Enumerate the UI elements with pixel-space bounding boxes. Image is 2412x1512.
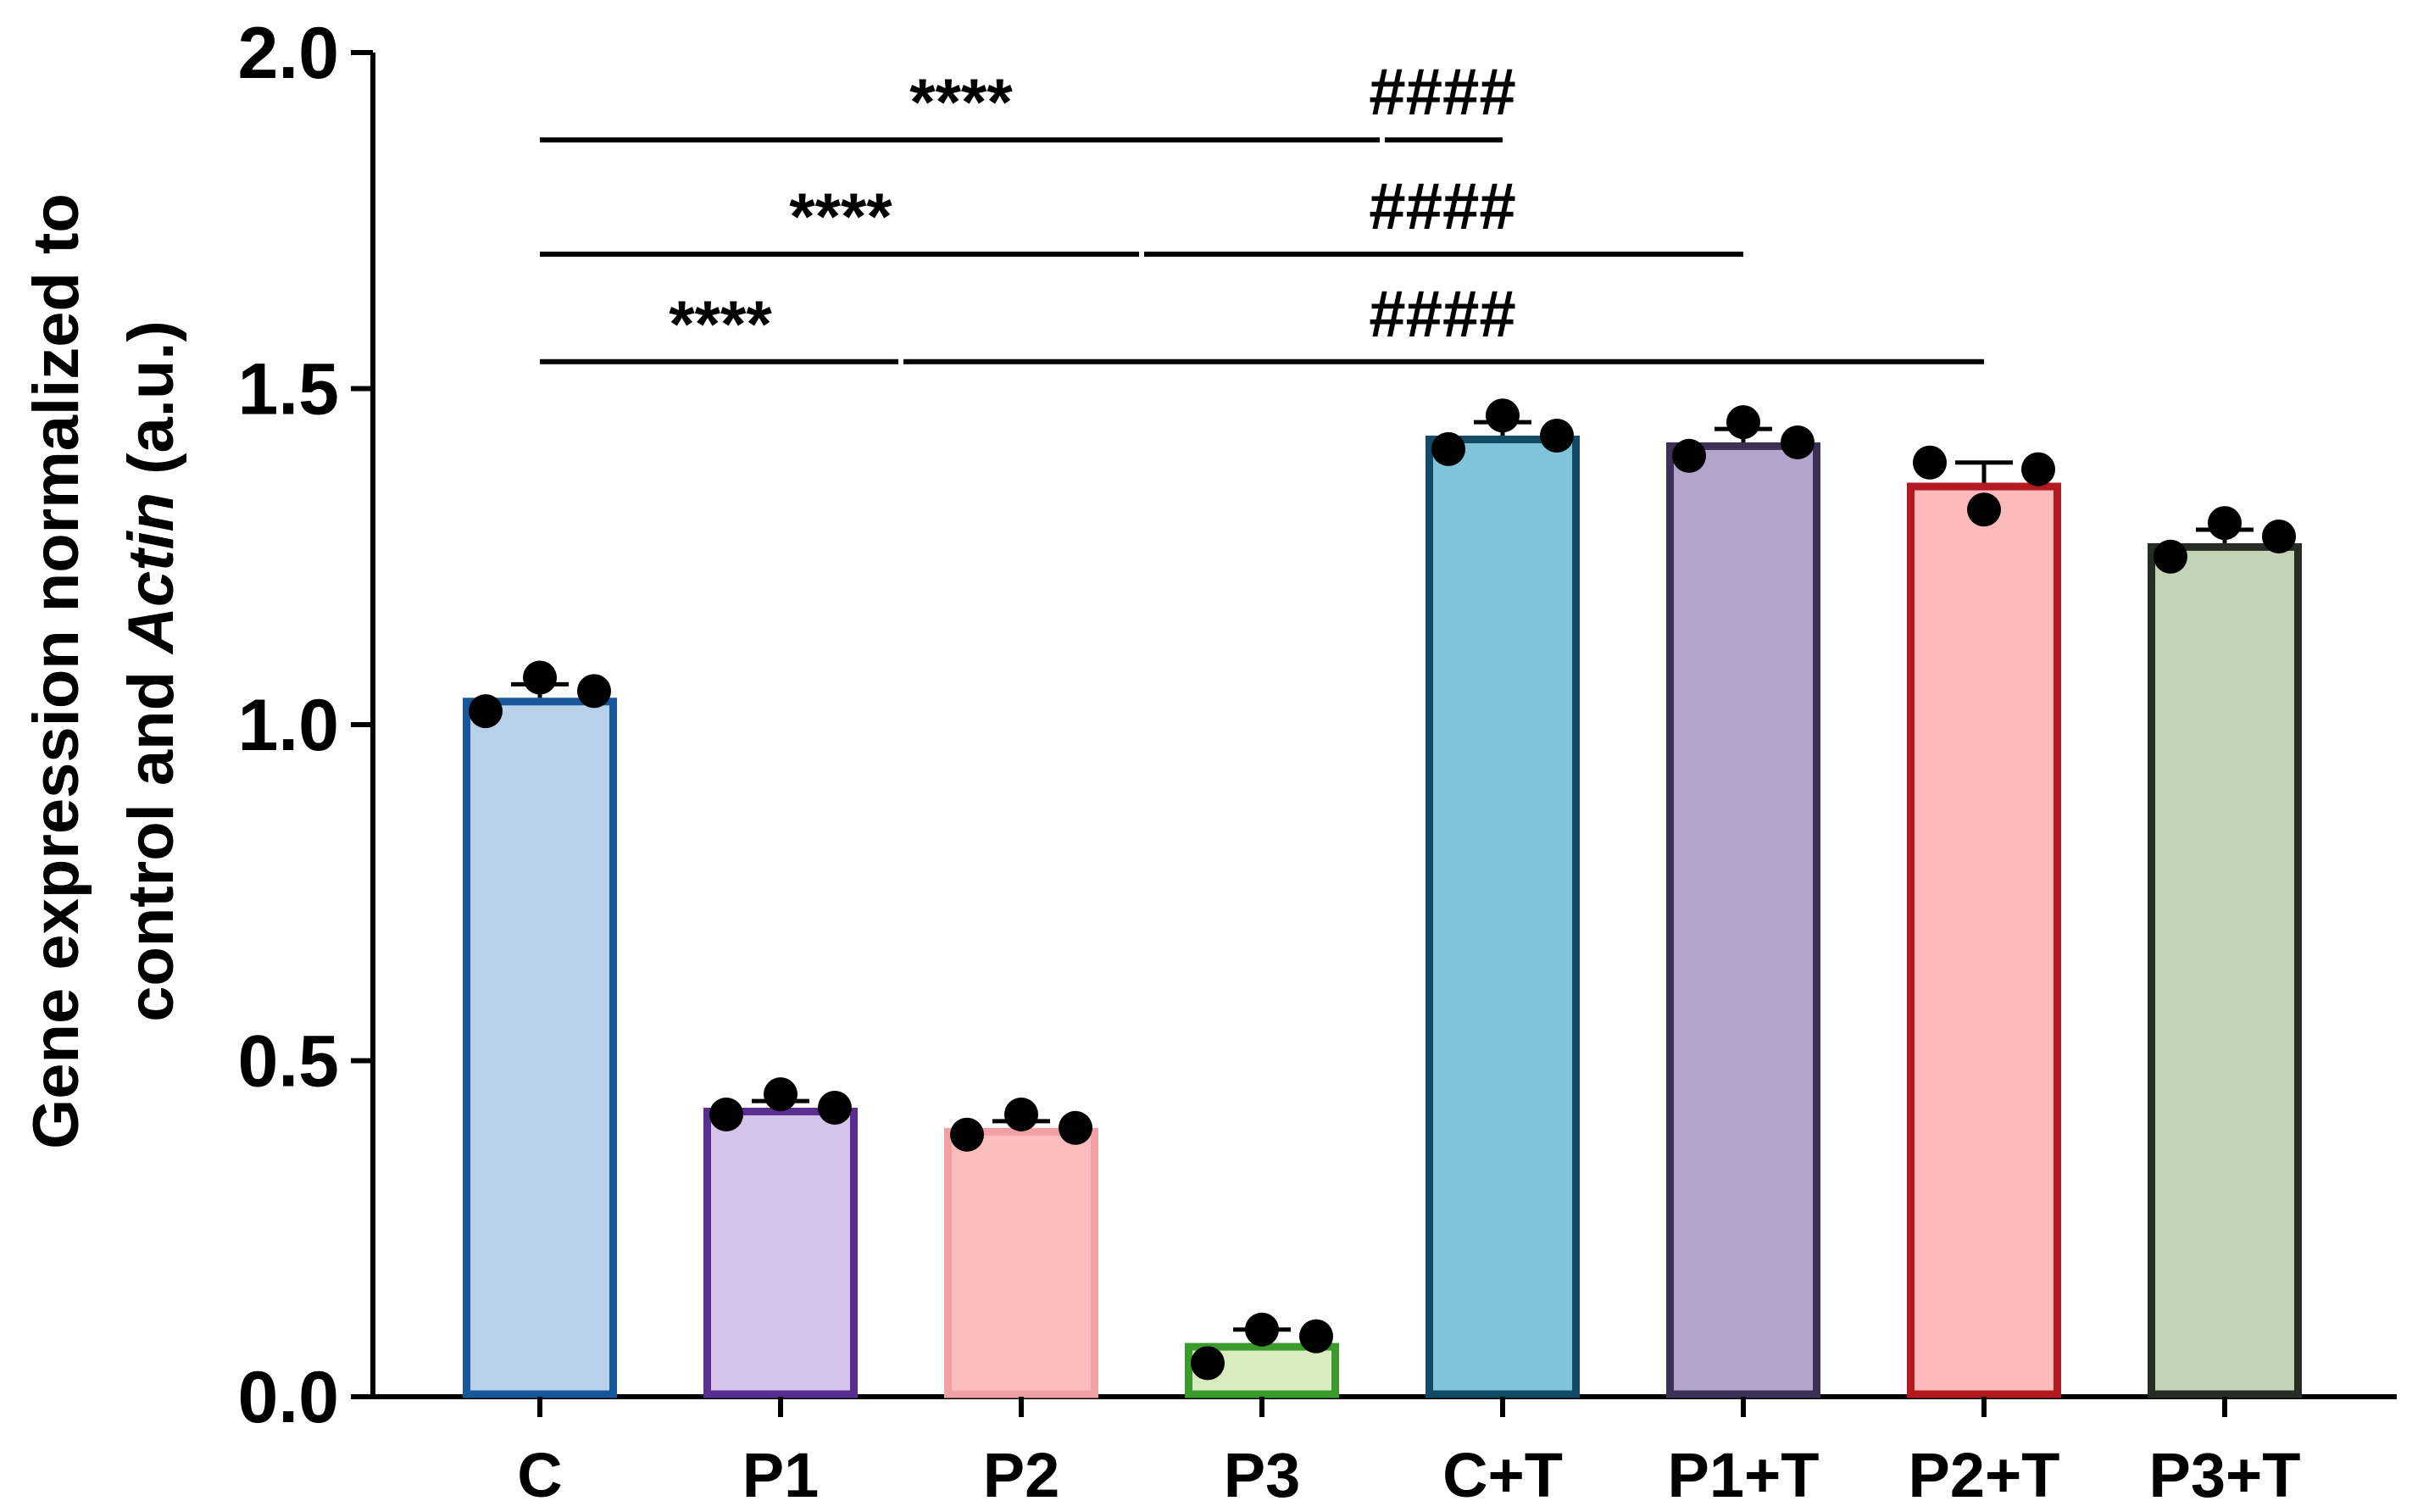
x-tick-label: P3+T	[2149, 1440, 2301, 1510]
plot-area: 0.0 0.5 1.0 1.5 2.0 C P1 P2 P3 C+T P1+T P2+T P3+T ***…	[237, 13, 2397, 1510]
significance-stars: ****	[669, 286, 772, 361]
y-tick-label: 1.5	[237, 349, 339, 431]
x-tick-label: P2+T	[1909, 1440, 2060, 1510]
data-point	[2262, 519, 2296, 553]
data-point	[1191, 1346, 1225, 1381]
y-tick-label: 1.0	[237, 685, 339, 766]
x-tick-label: P2	[983, 1440, 1060, 1510]
significance-stars: ****	[789, 179, 892, 253]
significance-stars: ****	[909, 64, 1013, 139]
x-tick-label: P1	[742, 1440, 820, 1510]
bar-p2	[944, 1127, 1098, 1398]
significance-hashes: ####	[1369, 276, 1516, 351]
data-point	[1913, 445, 1947, 480]
data-point	[764, 1077, 798, 1112]
data-point	[709, 1097, 743, 1131]
data-point	[1967, 492, 2001, 527]
y-axis-label: Gene expression normalized to control an…	[20, 193, 187, 1149]
bar-c-plus-t	[1426, 436, 1580, 1398]
x-tick-label: C+T	[1442, 1440, 1563, 1510]
bar-p1	[703, 1108, 858, 1398]
bar-c	[463, 698, 617, 1398]
bar-p1-plus-t	[1666, 442, 1820, 1398]
data-point	[1486, 398, 1520, 433]
significance-hashes: ####	[1369, 54, 1516, 129]
data-point	[1059, 1110, 1092, 1145]
y-tick-label: 0.5	[237, 1021, 339, 1103]
data-point	[1726, 405, 1760, 440]
y-axis-label-line2: control and Actin (a.u.)	[115, 320, 187, 1022]
bar-p3-plus-t	[2148, 542, 2302, 1398]
data-point	[1672, 438, 1706, 473]
data-point	[577, 674, 611, 709]
data-point	[2154, 539, 2187, 574]
data-point	[523, 660, 557, 695]
y-tick-label: 2.0	[237, 13, 339, 94]
data-point	[950, 1117, 984, 1152]
x-tick-label: C	[517, 1440, 562, 1510]
data-point	[469, 694, 503, 729]
x-tick-label: P1+T	[1668, 1440, 1820, 1510]
bar-p2-plus-t	[1907, 482, 2061, 1398]
y-axis-label-line1: Gene expression normalized to	[20, 193, 92, 1149]
data-point	[1781, 425, 1815, 459]
significance-hashes: ####	[1369, 169, 1516, 243]
data-point	[2208, 506, 2242, 541]
data-point	[1431, 431, 1465, 466]
x-tick-label: P3	[1224, 1440, 1301, 1510]
data-point	[1299, 1319, 1333, 1354]
data-point	[818, 1091, 852, 1126]
data-point	[1540, 419, 1574, 453]
data-point	[1245, 1312, 1279, 1347]
y-tick-label: 0.0	[237, 1357, 339, 1438]
data-point	[2021, 452, 2055, 486]
data-point	[1004, 1097, 1038, 1131]
